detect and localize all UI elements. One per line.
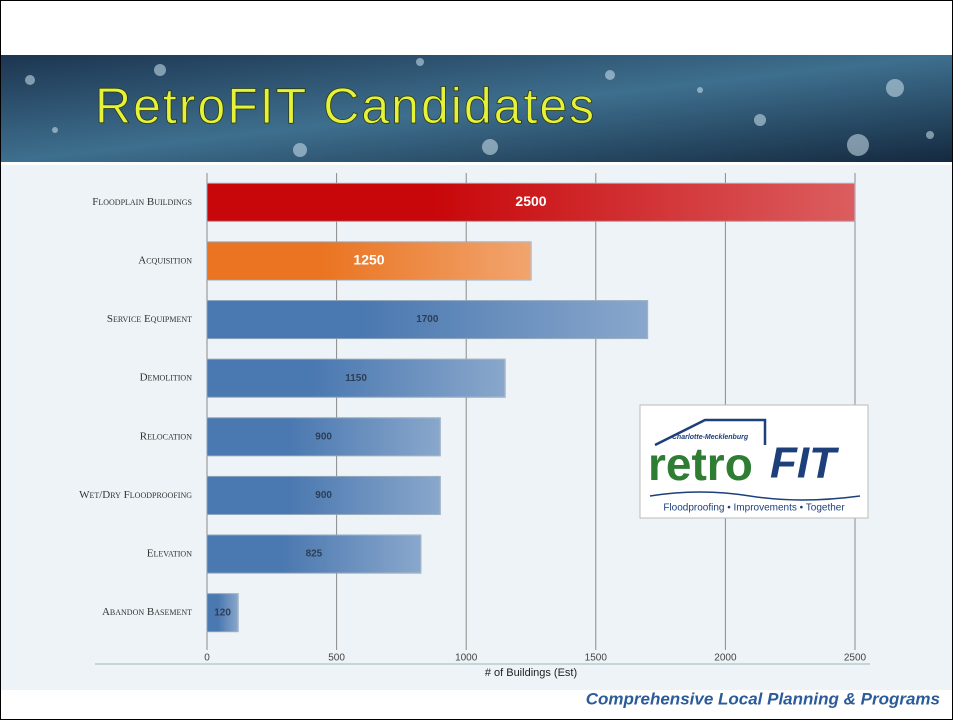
x-tick-label: 1500 (585, 653, 608, 664)
category-label: Abandon Basement (102, 606, 192, 618)
bar-shine (311, 359, 505, 397)
logo-word2: FIT (770, 439, 839, 488)
category-label: Elevation (147, 548, 192, 560)
bar-shine (289, 418, 441, 456)
x-tick-label: 2000 (714, 653, 737, 664)
bar-shine (320, 242, 531, 280)
logo-word1: retro (648, 438, 753, 490)
value-label: 2500 (515, 193, 546, 209)
x-axis-label: # of Buildings (Est) (485, 667, 577, 679)
logo-tagline: Floodproofing • Improvements • Together (663, 503, 845, 514)
bar-shine (289, 476, 441, 514)
value-label: 825 (306, 549, 323, 560)
bar-shine (434, 183, 855, 221)
value-label: 900 (315, 490, 332, 501)
bar-shine (361, 301, 647, 339)
category-label: Wet/Dry Floodproofing (79, 489, 192, 501)
x-tick-label: 0 (204, 653, 210, 664)
value-label: 1150 (345, 373, 367, 384)
x-tick-label: 1000 (455, 653, 478, 664)
category-label: Service Equipment (107, 313, 192, 325)
bar-shine (282, 535, 421, 573)
category-label: Floodplain Buildings (92, 196, 192, 208)
value-label: 1700 (416, 314, 439, 325)
value-label: 900 (315, 431, 332, 442)
slide-title: RetroFIT Candidates (95, 78, 596, 134)
value-label: 1250 (353, 252, 384, 268)
category-label: Acquisition (138, 254, 192, 266)
x-tick-label: 500 (328, 653, 345, 664)
value-label: 120 (214, 607, 231, 618)
logo: Charlotte-Mecklenburg retro FIT Floodpro… (640, 405, 868, 518)
slide: RetroFIT Candidates 0 500 1000 1500 2000 2500… (0, 0, 953, 720)
category-label: Relocation (140, 430, 192, 442)
category-label: Demolition (140, 372, 193, 384)
x-tick-label: 2500 (844, 653, 867, 664)
footer: Comprehensive Local Planning & Programs (586, 689, 940, 708)
